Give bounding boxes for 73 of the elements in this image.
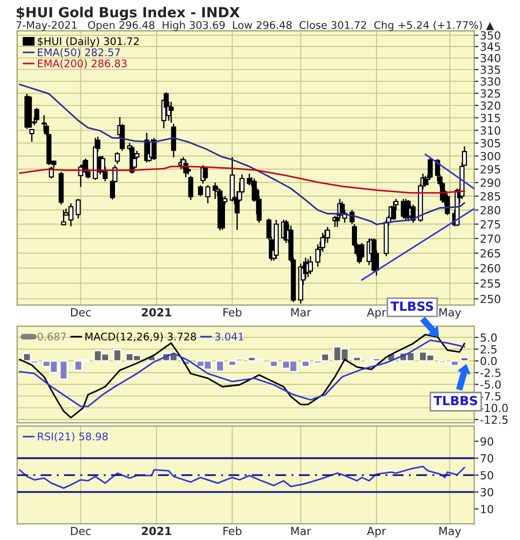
- y-tick-label: 315: [480, 114, 500, 122]
- x-tick-label: Apr: [366, 526, 386, 538]
- y-tick-label: 2.5: [480, 345, 496, 354]
- x-tick-label: Dec: [71, 526, 91, 536]
- y-tick-label: 0.0: [480, 356, 497, 366]
- chart-title: $HUI Gold Bugs Index - INDX: [16, 6, 240, 20]
- y-tick-label: 325: [480, 89, 500, 98]
- candlestick: [205, 184, 210, 204]
- y-tick-label: 50: [480, 471, 494, 480]
- candlestick: [444, 194, 450, 216]
- y-tick-label: -5.0: [480, 380, 501, 389]
- chart-subtitle: 7-May-2021 Open 296.48 High 303.69 Low 296.48 Close 301.72 Chg +5.24 (+1.77%) ▲: [16, 20, 494, 31]
- line-series: [18, 84, 466, 226]
- y-tick-label: 335: [480, 66, 500, 74]
- x-tick-label: 2021: [142, 308, 172, 316]
- bar: [352, 356, 362, 362]
- y-tick-label: 280: [480, 206, 500, 214]
- y-tick-label: -12.5: [480, 416, 508, 424]
- x-tick-label: May: [439, 526, 461, 538]
- legend-label: EMA(200) 286.83: [38, 59, 127, 69]
- y-tick-label: 250: [480, 294, 500, 304]
- y-tick-label: 5.0: [480, 333, 497, 342]
- y-tick-label: 270: [480, 234, 500, 243]
- x-tick-label: May: [439, 308, 461, 319]
- y-tick-label: -2.5: [480, 368, 501, 377]
- bar: [113, 348, 122, 362]
- annotation: TLBBS: [434, 396, 478, 406]
- y-tick-label: -7.5: [480, 392, 501, 400]
- y-tick-label: 290: [480, 178, 500, 187]
- y-tick-label: 10: [481, 504, 494, 514]
- bar: [269, 360, 278, 368]
- y-tick-label: 30: [480, 488, 494, 496]
- y-tick-label: 275: [480, 220, 500, 229]
- y-tick-label: 265: [480, 249, 500, 258]
- bar: [301, 360, 310, 368]
- x-tick-label: Feb: [224, 526, 242, 536]
- y-tick-label: 90: [480, 437, 494, 446]
- y-tick-label: 310: [480, 126, 500, 135]
- x-tick-label: 2021: [142, 526, 172, 536]
- y-tick-label: 340: [480, 54, 500, 62]
- legend-label: RSI(21) 58.98: [38, 432, 108, 442]
- y-tick-label: 255: [480, 279, 500, 288]
- line-series: [18, 466, 466, 489]
- legend-label: EMA(50) 282.57: [38, 48, 120, 58]
- x-tick-label: Feb: [224, 308, 242, 316]
- y-tick-label: 295: [480, 165, 500, 174]
- candlestick: [188, 175, 194, 201]
- legend-label: MACD(12,26,9) 3.728: [86, 332, 196, 342]
- x-tick-label: Mar: [291, 308, 312, 316]
- y-tick-label: 285: [480, 192, 500, 201]
- x-tick-label: Mar: [291, 526, 312, 536]
- candlestick: [114, 151, 120, 164]
- legend-label: 3.041: [215, 332, 244, 340]
- annotation: TLBSS: [390, 301, 434, 311]
- x-tick-label: Apr: [366, 308, 386, 319]
- y-tick-label: -10.0: [480, 404, 508, 412]
- y-tick-label: 350: [480, 31, 500, 40]
- y-tick-label: 260: [480, 264, 500, 272]
- y-tick-label: 345: [480, 42, 500, 51]
- candlestick: [42, 114, 47, 132]
- y-tick-label: 320: [480, 101, 500, 110]
- y-tick-label: 300: [480, 152, 500, 160]
- y-tick-label: 305: [480, 139, 500, 148]
- candlestick: [171, 123, 176, 158]
- candlestick: [76, 198, 81, 220]
- y-tick-label: 70: [480, 454, 494, 463]
- series-label: 0.687: [38, 332, 66, 340]
- x-tick-label: Dec: [71, 308, 91, 316]
- y-tick-label: 330: [480, 77, 500, 86]
- legend-label: $HUI (Daily) 301.72: [38, 37, 139, 48]
- candlestick: [198, 184, 203, 197]
- bar: [216, 360, 224, 372]
- candlestick: [34, 107, 40, 122]
